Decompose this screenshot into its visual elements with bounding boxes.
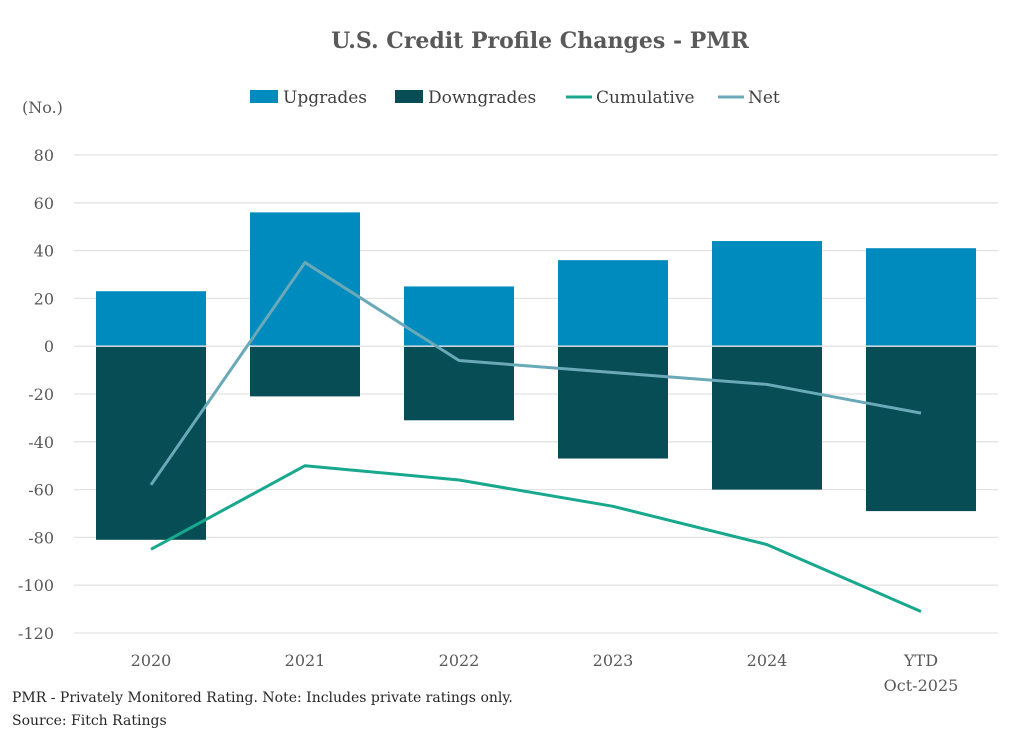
y-tick-label: 40 [34, 242, 54, 261]
y-tick-label: -40 [28, 433, 54, 452]
legend: Upgrades Downgrades Cumulative Net [250, 88, 780, 108]
legend-label-upgrades: Upgrades [283, 88, 367, 108]
y-tick-label: -80 [28, 528, 54, 547]
legend-label-net: Net [748, 88, 780, 108]
x-axis-ticks: 2020 2021 2022 2023 2024 YTD Oct-2025 [131, 651, 959, 695]
x-tick-label: 2023 [593, 651, 634, 670]
y-tick-label: 80 [34, 146, 54, 165]
bar-downgrades [404, 346, 514, 421]
bar-downgrades [96, 346, 206, 540]
legend-label-cumulative: Cumulative [596, 88, 695, 108]
bar-upgrades [558, 260, 668, 347]
bar-downgrades [712, 346, 822, 490]
x-tick-label: 2020 [131, 651, 172, 670]
bar-downgrades [558, 346, 668, 459]
y-tick-label: 60 [34, 194, 54, 213]
line-cumulative [150, 464, 922, 613]
line-net [149, 261, 922, 486]
footnote: PMR - Privately Monitored Rating. Note: … [12, 690, 513, 706]
bar-upgrades [712, 241, 822, 347]
legend-swatch-downgrades [395, 90, 423, 103]
bar-upgrades [866, 248, 976, 347]
x-tick-label: 2022 [439, 651, 480, 670]
y-tick-label: -120 [18, 624, 54, 643]
x-tick-label: Oct-2025 [884, 676, 959, 695]
x-tick-label: 2024 [747, 651, 788, 670]
x-tick-label: 2021 [285, 651, 326, 670]
source-note: Source: Fitch Ratings [12, 713, 167, 729]
y-axis-ticks: 80 60 40 20 0 -20 -40 -60 -80 -100 -120 [18, 146, 54, 643]
legend-label-downgrades: Downgrades [428, 88, 536, 108]
y-tick-label: 0 [44, 337, 54, 356]
gridlines [74, 154, 998, 634]
x-tick-label: YTD [903, 651, 938, 670]
y-tick-label: -20 [28, 385, 54, 404]
y-axis-unit-label: (No.) [22, 98, 63, 117]
y-tick-label: -60 [28, 481, 54, 500]
bars [74, 212, 998, 540]
bar-downgrades [866, 346, 976, 512]
bar-upgrades [96, 291, 206, 347]
legend-swatch-upgrades [250, 90, 278, 103]
y-tick-label: 20 [34, 289, 54, 308]
bar-upgrades [250, 212, 360, 347]
y-tick-label: -100 [18, 576, 54, 595]
lines [149, 261, 922, 613]
bar-downgrades [250, 346, 360, 397]
chart-title: U.S. Credit Profile Changes - PMR [331, 28, 750, 54]
